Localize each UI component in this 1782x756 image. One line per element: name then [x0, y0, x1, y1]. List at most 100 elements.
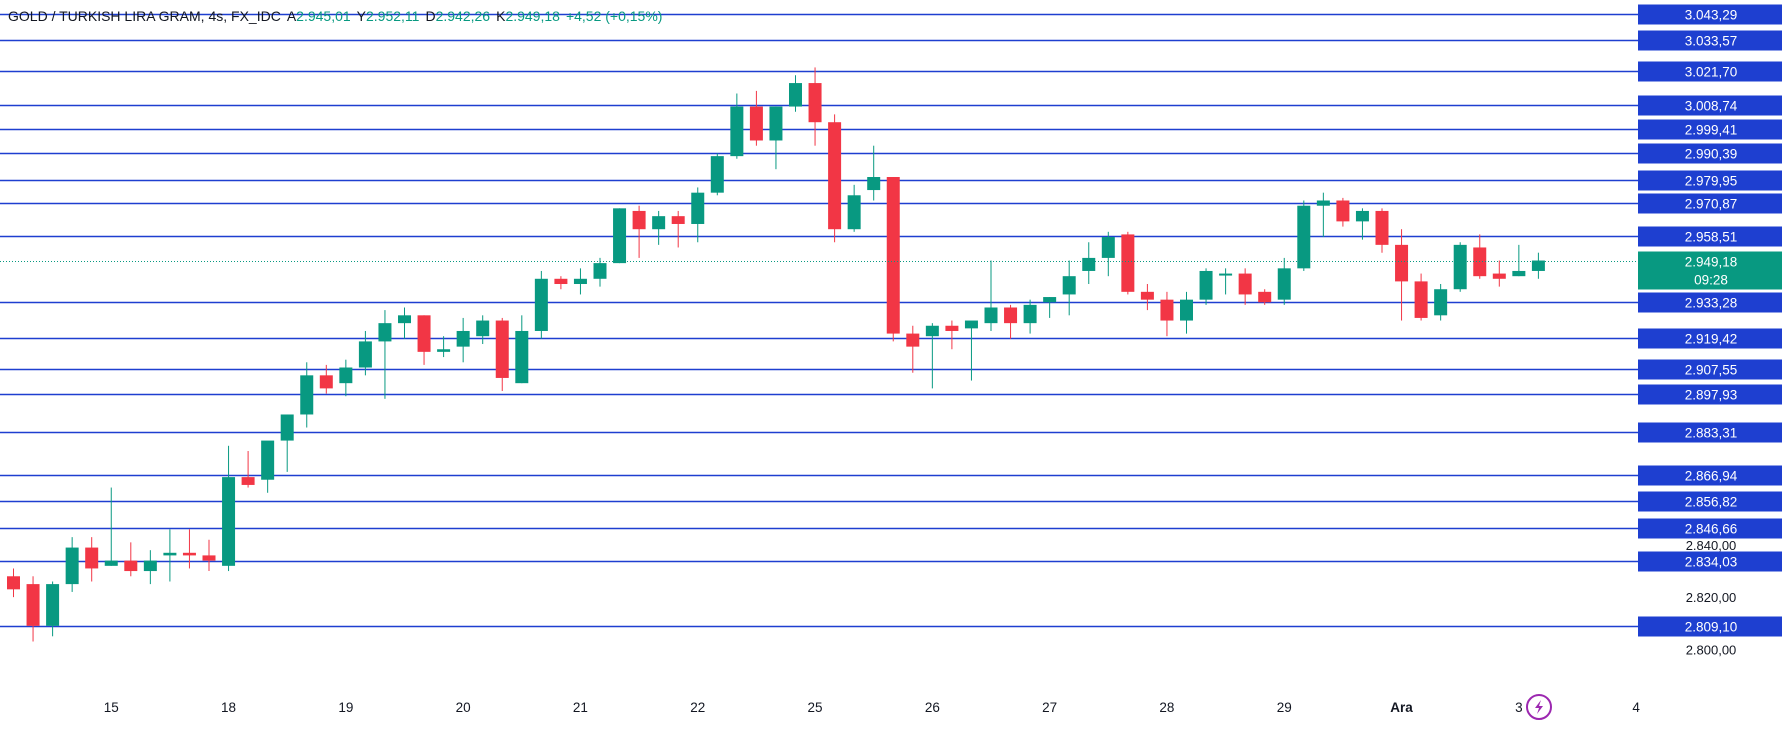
candle-body-up	[437, 349, 451, 352]
high-value: 2.952,11	[366, 8, 420, 24]
level-label-bg	[1638, 328, 1782, 349]
candle-body-up	[1531, 260, 1545, 271]
candle-body-up	[1082, 257, 1096, 271]
level-label-bg	[1638, 30, 1782, 51]
high-label: Y	[356, 8, 366, 24]
level-label-bg	[1638, 465, 1782, 486]
candle-body-up	[1199, 270, 1213, 300]
level-label: 3.008,74	[1685, 99, 1738, 114]
level-label: 2.979,95	[1685, 174, 1738, 189]
candle-body-up	[730, 106, 744, 157]
flash-icon[interactable]	[1526, 694, 1552, 720]
candle-body-up	[1355, 210, 1369, 222]
countdown-label: 09:28	[1694, 273, 1728, 288]
x-tick-label: 29	[1277, 700, 1292, 715]
open-value: 2.945,01	[296, 8, 351, 24]
low-label: D	[425, 8, 436, 24]
candle-body-up	[847, 195, 861, 230]
candle-body-up	[1316, 200, 1330, 206]
candle-body-down	[808, 83, 822, 123]
candle-body-up	[476, 320, 490, 337]
candle-body-up	[456, 330, 470, 347]
x-tick-label: 20	[456, 700, 471, 715]
x-tick-label: 27	[1042, 700, 1057, 715]
candle-body-down	[7, 576, 20, 590]
candle-body-up	[143, 560, 157, 572]
level-label: 2.809,10	[1685, 620, 1738, 635]
x-tick-label: 3	[1515, 700, 1523, 715]
candle-body-down	[1140, 291, 1154, 300]
y-tick-label: 2.840,00	[1686, 538, 1737, 553]
candle-body-up	[65, 547, 79, 585]
axis-layer: 2.800,00 2.820,00 2.840,00 3.043,29 3.033,57…	[104, 4, 1782, 720]
candle-body-down	[182, 552, 196, 556]
level-label-bg	[1638, 61, 1782, 82]
candle-body-down	[1121, 234, 1135, 292]
candle-body-down	[886, 177, 900, 334]
candle-body-down	[495, 320, 509, 378]
x-tick-label: 15	[104, 700, 119, 715]
flash-icon-bolt	[1535, 700, 1543, 714]
flash-icon-ring	[1526, 694, 1552, 720]
level-label-bg	[1638, 95, 1782, 116]
candle-body-up	[573, 278, 587, 285]
y-tick-label: 2.820,00	[1686, 590, 1737, 605]
candle-body-up	[1180, 299, 1193, 321]
candle-body-down	[124, 560, 138, 572]
candle-body-up	[593, 263, 607, 279]
candle-body-down	[828, 122, 842, 230]
level-label-bg	[1638, 551, 1782, 572]
level-label: 2.883,31	[1685, 426, 1738, 441]
level-label: 2.990,39	[1685, 147, 1738, 162]
current-price-bg	[1638, 251, 1782, 290]
level-label-bg	[1638, 359, 1782, 380]
candle-body-down	[1258, 291, 1272, 303]
candle-body-down	[241, 477, 255, 485]
level-label: 3.043,29	[1685, 8, 1738, 23]
candle-body-up	[46, 584, 60, 626]
x-tick-label: 21	[573, 700, 588, 715]
candle-body-up	[1219, 273, 1233, 276]
level-label: 2.970,87	[1685, 197, 1738, 212]
candle-body-up	[769, 106, 783, 141]
x-tick-label: 18	[221, 700, 236, 715]
candle-body-up	[534, 278, 548, 331]
close-value: 2.949,18	[505, 8, 560, 24]
x-tick-label: 25	[808, 700, 823, 715]
candle-body-down	[26, 584, 40, 626]
candle-body-up	[1297, 205, 1311, 269]
level-label-bg	[1638, 143, 1782, 164]
candle-body-down	[1492, 273, 1506, 279]
close-label: K	[496, 8, 506, 24]
candle-body-down	[1375, 210, 1389, 245]
level-label: 2.897,93	[1685, 388, 1738, 403]
level-label-bg	[1638, 616, 1782, 637]
candle-body-up	[1434, 289, 1448, 316]
candle-body-down	[554, 278, 568, 285]
candle-body-up	[613, 208, 627, 264]
candle-body-down	[1336, 200, 1350, 222]
candle-body-down	[749, 106, 763, 141]
candle-body-down	[319, 375, 333, 389]
x-tick-label: 26	[925, 700, 940, 715]
candle-body-down	[202, 555, 216, 561]
level-label: 2.834,03	[1685, 555, 1738, 570]
candle-body-up	[339, 367, 353, 384]
level-label: 2.999,41	[1685, 123, 1738, 138]
candle-body-down	[671, 216, 685, 224]
level-label-bg	[1638, 226, 1782, 247]
candle-body-down	[1395, 244, 1409, 282]
candle-body-down	[85, 547, 99, 569]
candle-body-up	[652, 216, 666, 230]
candle-body-down	[1004, 307, 1018, 324]
level-label: 3.021,70	[1685, 65, 1738, 80]
level-label-bg	[1638, 384, 1782, 405]
level-label-bg	[1638, 518, 1782, 539]
x-tick-label: 19	[338, 700, 353, 715]
low-value: 2.942,26	[435, 8, 491, 24]
level-label-bg	[1638, 4, 1782, 25]
candle-body-down	[1160, 299, 1174, 321]
level-label: 2.846,66	[1685, 522, 1738, 537]
